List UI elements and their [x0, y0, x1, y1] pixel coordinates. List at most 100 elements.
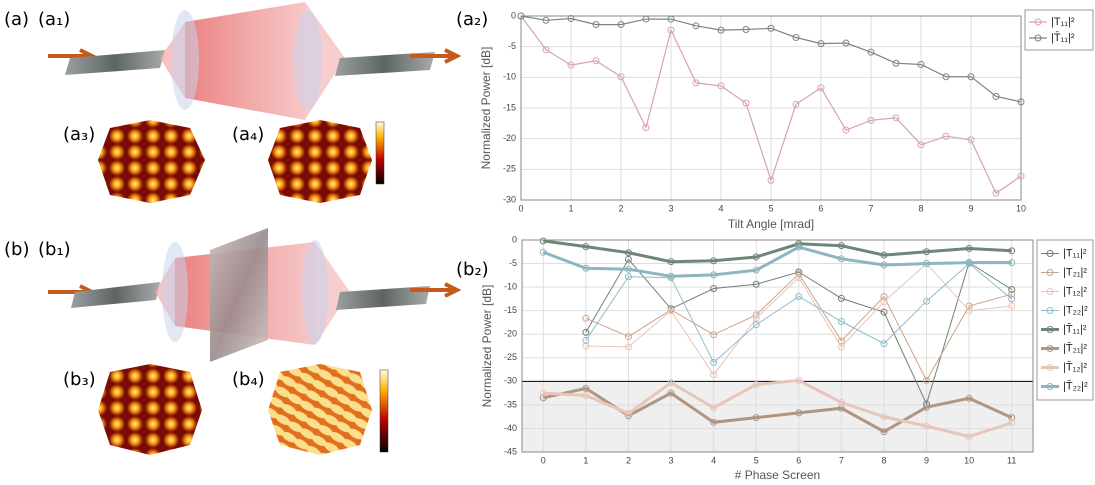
point [642, 124, 650, 132]
y-tick-label: -10 [504, 281, 517, 291]
point [624, 249, 632, 257]
series-line [543, 378, 1013, 439]
legend-marker [1046, 269, 1054, 276]
y-tick-label: -40 [504, 423, 517, 433]
point [1008, 290, 1016, 298]
point [842, 126, 850, 134]
intensity-map [98, 120, 205, 203]
intensity-map [98, 364, 202, 455]
point [880, 298, 888, 306]
point [880, 293, 888, 301]
x-tick-label: 7 [868, 203, 873, 213]
point [667, 272, 675, 280]
point [792, 33, 800, 41]
point [710, 404, 718, 412]
point [880, 340, 888, 348]
x-tick-label: 6 [796, 455, 801, 465]
x-tick-label: 0 [541, 455, 546, 465]
point [1008, 285, 1016, 293]
point [795, 409, 803, 417]
panel-label: (b) [4, 239, 29, 260]
point [752, 414, 760, 422]
x-axis-label: # Phase Screen [735, 468, 820, 482]
y-tick-label: -45 [504, 446, 517, 456]
point [767, 24, 775, 32]
point [837, 294, 845, 302]
point [539, 389, 547, 397]
x-tick-label: 2 [626, 455, 631, 465]
point [539, 248, 547, 256]
intensity-map [268, 120, 372, 203]
y-tick-label: -35 [504, 399, 517, 409]
x-tick-label: 9 [968, 203, 973, 213]
point [624, 333, 632, 341]
x-tick-label: 9 [924, 455, 929, 465]
point [692, 22, 700, 30]
point [967, 73, 975, 81]
point [617, 21, 625, 29]
point [582, 328, 590, 336]
legend-label: |T̄₁₁|² [1051, 31, 1075, 44]
point [624, 265, 632, 273]
point [992, 189, 1000, 197]
arrow [410, 48, 462, 64]
panel-label: (b₃) [63, 369, 96, 390]
y-tick-label: -20 [504, 329, 517, 339]
point [795, 270, 803, 278]
point [710, 371, 718, 379]
y-tick-label: 0 [512, 234, 517, 244]
panel-label: (b₂) [456, 259, 489, 280]
point [567, 61, 575, 69]
point [917, 60, 925, 68]
lens [294, 10, 322, 110]
point [542, 16, 550, 24]
point [1008, 302, 1016, 310]
point [965, 244, 973, 252]
point [837, 255, 845, 263]
y-tick-label: -30 [503, 194, 516, 204]
y-tick-label: -15 [504, 305, 517, 315]
point [752, 266, 760, 274]
panel-label: (b₄) [232, 369, 265, 390]
point [752, 381, 760, 389]
point [923, 376, 931, 384]
series-line [520, 15, 1022, 195]
point [817, 84, 825, 92]
slab [71, 282, 160, 308]
point [667, 26, 675, 34]
point [1008, 247, 1016, 255]
slab [336, 286, 430, 310]
y-tick-label: -10 [503, 72, 516, 82]
panel-label: (b₁) [38, 239, 71, 260]
point [752, 280, 760, 288]
point [642, 15, 650, 23]
point [795, 243, 803, 251]
legend-label: |T̄₂₁|² [1063, 342, 1087, 355]
point [742, 99, 750, 107]
legend-label: |T̄₂₂|² [1063, 380, 1088, 393]
legend-label: |T₁₁|² [1063, 247, 1087, 259]
panel-label: (a₃) [63, 124, 95, 145]
point [942, 73, 950, 81]
x-tick-label: 10 [964, 455, 974, 465]
x-tick-label: 1 [583, 455, 588, 465]
point [923, 422, 931, 430]
point [923, 248, 931, 256]
point [892, 59, 900, 67]
point [767, 176, 775, 184]
legend-label: |T̄₁₂|² [1063, 361, 1087, 374]
point [582, 243, 590, 251]
point [624, 255, 632, 263]
point [837, 343, 845, 351]
point [917, 141, 925, 149]
point [795, 274, 803, 282]
point [792, 100, 800, 108]
legend-box [1036, 239, 1094, 401]
y-tick-label: -15 [503, 102, 516, 112]
point [880, 308, 888, 316]
point [1008, 414, 1016, 422]
x-axis-label: Tilt Angle [mrad] [728, 217, 814, 231]
slab [65, 50, 165, 75]
series-line [585, 262, 1012, 376]
